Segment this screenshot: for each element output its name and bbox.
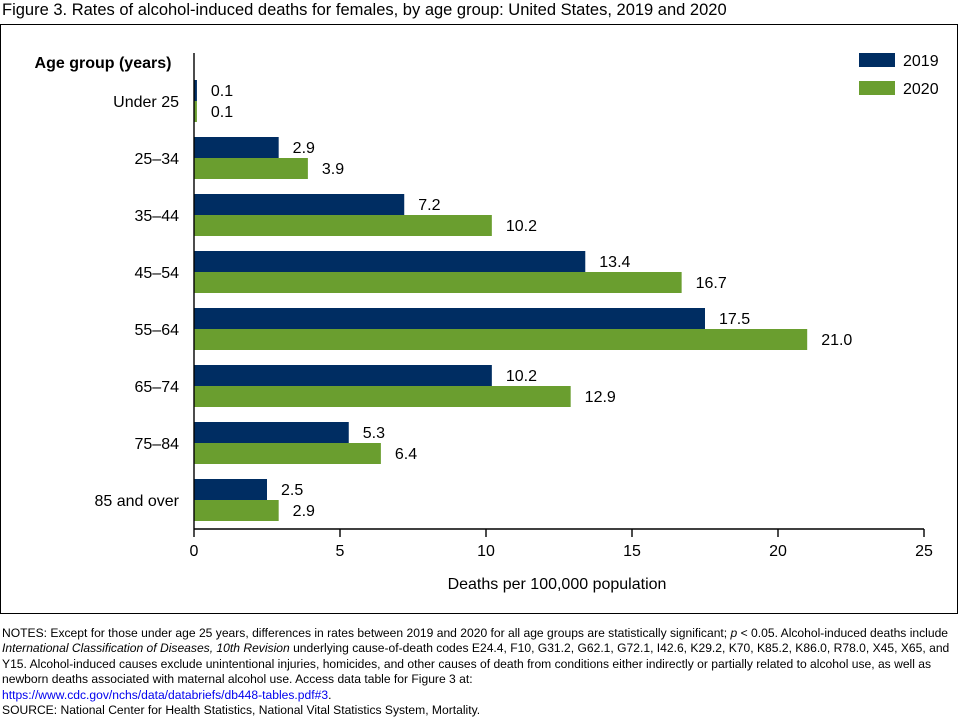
- x-tick-label-5: 20: [769, 543, 787, 560]
- bar-2020-8: [194, 500, 279, 521]
- x-tick-label-3: 10: [477, 543, 495, 560]
- category-label-8: 85 and over: [94, 493, 179, 510]
- bar-2019-1: [194, 80, 197, 101]
- category-label-1: Under 25: [113, 94, 179, 111]
- x-axis-title: Deaths per 100,000 population: [448, 576, 667, 593]
- value-label-2019-2: 2.9: [293, 140, 315, 157]
- legend-swatch-2019: [859, 53, 895, 67]
- bar-2019-7: [194, 422, 349, 443]
- bar-2020-4: [194, 272, 682, 293]
- x-tick-label-1: 0: [190, 543, 199, 560]
- bar-2019-2: [194, 137, 279, 158]
- x-tick-label-2: 5: [336, 543, 345, 560]
- category-axis-title: Age group (years): [35, 55, 172, 72]
- category-label-2: 25–34: [135, 151, 180, 168]
- bar-2019-4: [194, 251, 586, 272]
- value-label-2019-5: 17.5: [719, 311, 750, 328]
- value-label-2019-1: 0.1: [211, 83, 233, 100]
- bar-2020-1: [194, 101, 197, 122]
- value-label-2020-2: 3.9: [322, 161, 344, 178]
- value-label-2019-8: 2.5: [281, 482, 303, 499]
- bar-2019-5: [194, 308, 705, 329]
- bar-2019-3: [194, 194, 405, 215]
- bar-2020-7: [194, 443, 381, 464]
- value-label-2019-3: 7.2: [418, 197, 440, 214]
- bar-chart: Age group (years) 0.1 0.1 Under 25 2.9 3.9 25–…: [35, 53, 939, 593]
- x-tick-label-4: 15: [623, 543, 641, 560]
- value-label-2020-7: 6.4: [395, 446, 417, 463]
- value-label-2020-8: 2.9: [293, 503, 315, 520]
- value-label-2020-5: 21.0: [821, 332, 852, 349]
- category-label-6: 65–74: [135, 379, 180, 396]
- data-table-link[interactable]: https://www.cdc.gov/nchs/data/databriefs…: [2, 687, 329, 702]
- link-suffix: .: [328, 687, 332, 702]
- value-label-2020-6: 12.9: [585, 389, 616, 406]
- notes-lead: NOTES: Except for those under age 25 yea…: [2, 626, 731, 640]
- legend-label-2020: 2020: [903, 81, 939, 98]
- bar-2020-2: [194, 158, 308, 179]
- category-label-5: 55–64: [135, 322, 180, 339]
- bar-2019-8: [194, 479, 267, 500]
- legend-label-2019: 2019: [903, 53, 939, 70]
- value-label-2019-6: 10.2: [506, 368, 537, 385]
- source-line: SOURCE: National Center for Health Stati…: [2, 703, 481, 718]
- category-label-7: 75–84: [135, 436, 180, 453]
- bar-2020-5: [194, 329, 808, 350]
- value-label-2019-4: 13.4: [599, 254, 630, 271]
- notes-after-p: < 0.05. Alcohol-induced deaths include: [737, 626, 949, 640]
- category-label-3: 35–44: [135, 208, 180, 225]
- x-tick-label-6: 25: [915, 543, 933, 560]
- value-label-2020-4: 16.7: [696, 275, 727, 292]
- value-label-2019-7: 5.3: [363, 425, 385, 442]
- notes-p-symbol: p: [730, 626, 738, 640]
- notes-after-icd: underlying cause-of-death codes E24.4, F…: [2, 641, 950, 687]
- legend-swatch-2020: [859, 81, 895, 95]
- notes-section: NOTES: Except for those under age 25 yea…: [2, 626, 958, 718]
- value-label-2020-1: 0.1: [211, 104, 233, 121]
- value-label-2020-3: 10.2: [506, 218, 537, 235]
- bar-2020-6: [194, 386, 571, 407]
- figure-title: Figure 3. Rates of alcohol-induced death…: [2, 1, 727, 19]
- chart-frame: Age group (years) 0.1 0.1 Under 25 2.9 3.9 25–…: [0, 24, 958, 614]
- notes-icd-title: International Classification of Diseases…: [2, 641, 290, 656]
- bar-2020-3: [194, 215, 492, 236]
- notes-paragraph: NOTES: Except for those under age 25 yea…: [2, 626, 958, 703]
- bar-2019-6: [194, 365, 492, 386]
- category-label-4: 45–54: [135, 265, 180, 282]
